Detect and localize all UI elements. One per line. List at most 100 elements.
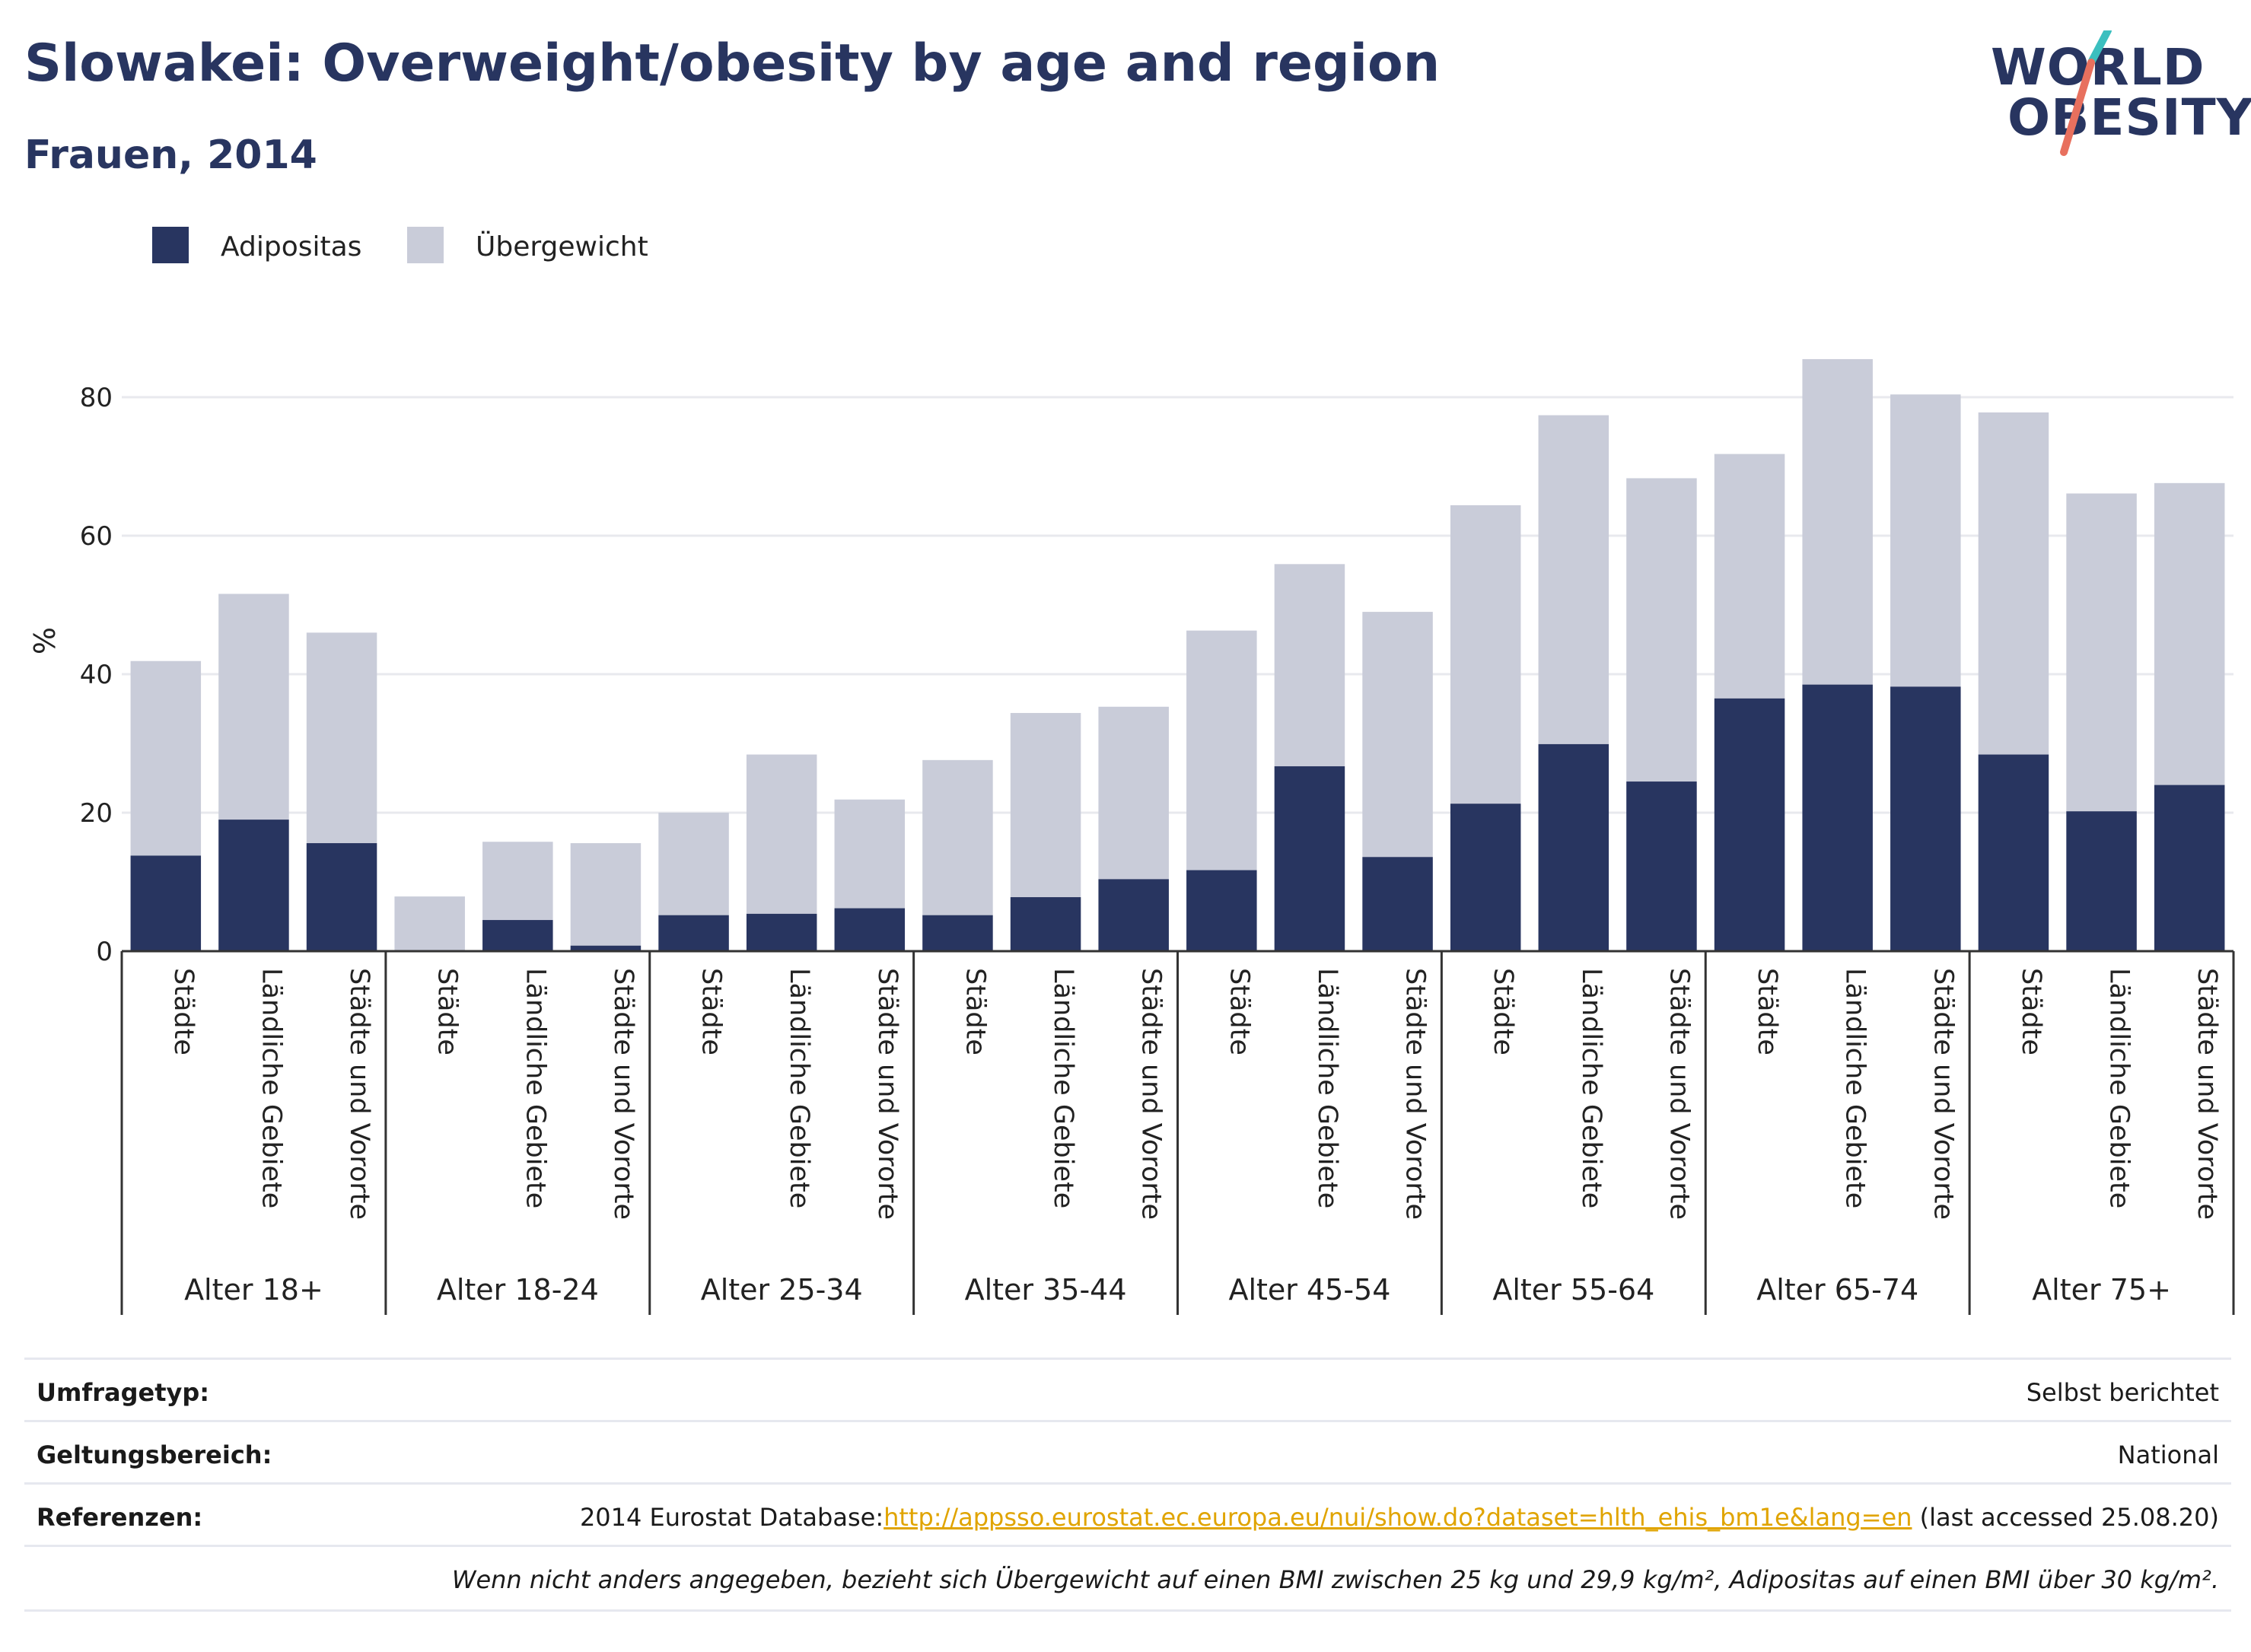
logo-text-obesity: OBESITY (2007, 88, 2251, 147)
bar-overweight (570, 843, 642, 946)
group-label: Alter 75+ (2032, 1273, 2171, 1307)
x-tick-label: Städte und Vororte (1400, 968, 1431, 1220)
group-label: Alter 25-34 (701, 1273, 863, 1307)
bar-obesity (306, 843, 377, 951)
bar-overweight (1714, 454, 1785, 699)
bar-obesity (2066, 811, 2137, 951)
group-label: Alter 18-24 (437, 1273, 599, 1307)
y-tick-label: 0 (96, 937, 113, 967)
info-label: Referenzen: (37, 1503, 203, 1532)
bar-overweight (1802, 358, 1873, 685)
bar-overweight (218, 594, 289, 820)
reference-link[interactable]: http://appsso.eurostat.ec.europa.eu/nui/… (884, 1503, 1912, 1532)
info-label: Umfragetyp: (37, 1378, 210, 1407)
x-tick-label: Städte (1752, 968, 1782, 1055)
info-value: National (2117, 1440, 2219, 1469)
bar-obesity (1890, 686, 1961, 951)
bar-overweight (306, 632, 377, 844)
x-tick-label: Städte und Vororte (872, 968, 903, 1220)
bar-overweight (1098, 706, 1169, 880)
x-tick-label: Ländliche Gebiete (2104, 968, 2135, 1208)
bar-overweight (746, 754, 817, 914)
y-tick-label: 20 (80, 798, 113, 829)
y-tick-label: 60 (80, 521, 113, 552)
bar-obesity (1714, 698, 1785, 951)
bar-overweight (1186, 630, 1257, 871)
x-tick-label: Städte und Vororte (608, 968, 638, 1220)
x-tick-label: Ländliche Gebiete (1312, 968, 1342, 1208)
bar-obesity (2154, 785, 2225, 951)
bar-obesity (1010, 897, 1081, 951)
x-tick-label: Städte (432, 968, 463, 1055)
group-label: Alter 18+ (184, 1273, 323, 1307)
bar-obesity (1978, 754, 2049, 951)
info-row-note: Wenn nicht anders angegeben, bezieht sic… (24, 1545, 2231, 1612)
legend-swatch (152, 227, 189, 263)
definition-note: Wenn nicht anders angegeben, bezieht sic… (451, 1565, 2219, 1594)
bar-overweight (482, 842, 553, 921)
bar-overweight (1890, 394, 1961, 687)
stacked-bar-chart: Adipositas Übergewicht 0 20 40 60 80% Städte Län… (28, 227, 2235, 1315)
reference-suffix: (last accessed 25.08.20) (1912, 1503, 2219, 1532)
chart-subtitle: Frauen, 2014 (24, 132, 317, 178)
bar-obesity (922, 915, 993, 951)
reference-prefix: 2014 Eurostat Database: (579, 1503, 884, 1532)
bar-obesity (218, 820, 289, 951)
bar-obesity (1450, 804, 1521, 951)
bar-overweight (922, 759, 993, 915)
legend-label: Übergewicht (476, 231, 648, 263)
bar-overweight (658, 813, 729, 915)
info-row-coverage: Geltungsbereich: National (24, 1420, 2231, 1485)
bar-obesity (1098, 879, 1169, 951)
group-label: Alter 55-64 (1492, 1273, 1654, 1307)
bar-overweight (130, 660, 202, 856)
bar-obesity (834, 908, 906, 951)
bar-overweight (834, 799, 906, 909)
bar-overweight (1362, 612, 1433, 858)
info-label: Geltungsbereich: (37, 1440, 272, 1469)
bar-obesity (1802, 684, 1873, 951)
bar-obesity (1274, 766, 1345, 951)
x-tick-label: Städte (960, 968, 990, 1055)
bar-overweight (1626, 478, 1697, 782)
group-label: Alter 65-74 (1756, 1273, 1918, 1307)
bar-overweight (2154, 482, 2225, 785)
world-obesity-logo: WORLD OBESITY (1979, 30, 2251, 160)
x-tick-label: Ländliche Gebiete (520, 968, 550, 1208)
x-tick-label: Städte (1488, 968, 1518, 1055)
bar-overweight (1274, 564, 1345, 767)
bar-overweight (2066, 493, 2137, 812)
logo-slash-icon (2060, 30, 2112, 156)
y-tick-label: 80 (80, 383, 113, 413)
x-tick-label: Städte (1224, 968, 1254, 1055)
bar-obesity (746, 913, 817, 951)
bar-overweight (1978, 412, 2049, 755)
bar-obesity (482, 920, 553, 951)
bar-obesity (658, 915, 729, 951)
x-tick-label: Ländliche Gebiete (784, 968, 814, 1208)
x-tick-label: Städte und Vororte (344, 968, 374, 1220)
bar-obesity (1538, 743, 1609, 951)
bar-overweight (394, 896, 465, 951)
bar-overweight (1010, 712, 1081, 898)
group-label: Alter 35-44 (965, 1273, 1127, 1307)
bar-obesity (130, 855, 202, 951)
bar-obesity (570, 945, 642, 951)
y-tick-label: 40 (80, 660, 113, 690)
bar-obesity (1362, 857, 1433, 951)
info-value: 2014 Eurostat Database:http://appsso.eur… (580, 1503, 2219, 1532)
bar-overweight (1450, 505, 1521, 804)
x-tick-label: Ländliche Gebiete (1576, 968, 1606, 1208)
group-label: Alter 45-54 (1228, 1273, 1390, 1307)
bar-overweight (1538, 415, 1609, 744)
info-value: Selbst berichtet (2026, 1378, 2219, 1407)
legend-swatch (407, 227, 444, 263)
x-tick-label: Städte (696, 968, 727, 1055)
x-tick-label: Städte und Vororte (1928, 968, 1958, 1220)
x-tick-label: Städte und Vororte (2192, 968, 2222, 1220)
x-tick-label: Ländliche Gebiete (1048, 968, 1078, 1208)
bar-obesity (1186, 870, 1257, 951)
x-tick-label: Ländliche Gebiete (256, 968, 286, 1208)
info-row-survey-type: Umfragetyp: Selbst berichtet (24, 1358, 2231, 1422)
x-tick-label: Städte (2016, 968, 2046, 1055)
